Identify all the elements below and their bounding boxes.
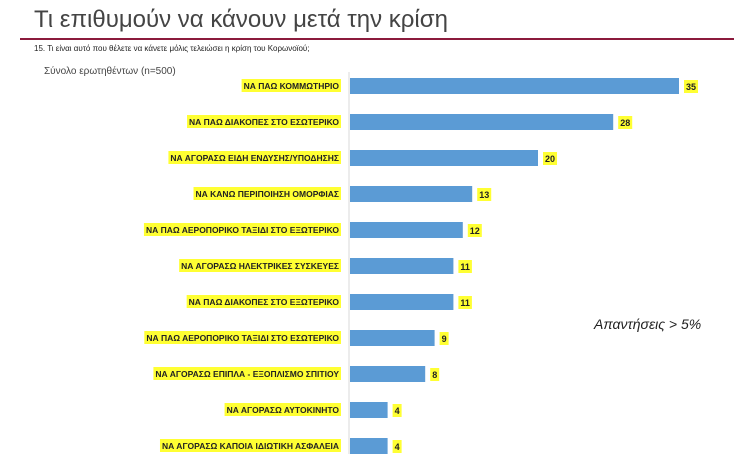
category-highlight (179, 259, 341, 272)
bar (350, 366, 426, 382)
value-label: 28 (620, 118, 630, 128)
value-highlight (458, 296, 472, 309)
value-highlight (618, 116, 633, 129)
category-label: ΝΑ ΑΓΟΡΑΣΩ ΚΑΠΟΙΑ ΙΔΙΩΤΙΚΗ ΑΣΦΑΛΕΙΑ (162, 441, 339, 451)
category-highlight (159, 439, 341, 452)
value-label: 4 (395, 406, 400, 416)
bar (350, 330, 435, 346)
bar (350, 258, 454, 274)
bar (350, 186, 473, 202)
category-label: ΝΑ ΑΓΟΡΑΣΩ ΑΥΤΟΚΙΝΗΤΟ (227, 405, 340, 415)
value-highlight (392, 440, 402, 453)
category-highlight (241, 79, 341, 92)
value-label: 8 (432, 370, 437, 380)
category-label: ΝΑ ΑΓΟΡΑΣΩ ΕΠΙΠΛΑ - ΕΞΟΠΛΙΣΜΟ ΣΠΙΤΙΟΥ (155, 369, 339, 379)
bar (350, 78, 679, 94)
slide-title: Τι επιθυμούν να κάνουν μετά την κρίση (34, 6, 448, 33)
value-highlight (392, 404, 402, 417)
value-highlight (543, 152, 558, 165)
value-label: 11 (460, 262, 470, 272)
category-label: ΝΑ ΑΓΟΡΑΣΩ ΗΛΕΚΤΡΙΚΕΣ ΣΥΣΚΕΥΕΣ (181, 261, 339, 271)
category-label: ΝΑ ΠΑΩ ΑΕΡΟΠΟΡΙΚΟ ΤΑΞΙΔΙ ΣΤΟ ΕΞΩΤΕΡΙΚΟ (146, 225, 339, 235)
value-highlight (477, 188, 492, 201)
category-label: ΝΑ ΠΑΩ ΚΟΜΜΩΤΗΡΙΟ (244, 81, 340, 91)
value-label: 9 (442, 334, 447, 344)
category-label: ΝΑ ΠΑΩ ΔΙΑΚΟΠΕΣ ΣΤΟ ΕΞΩΤΕΡΙΚΟ (189, 297, 340, 307)
category-highlight (143, 223, 341, 236)
value-label: 4 (395, 442, 400, 452)
category-highlight (144, 331, 341, 344)
value-highlight (467, 224, 482, 237)
value-label: 12 (470, 226, 480, 236)
bar (350, 294, 454, 310)
category-label: ΝΑ ΑΓΟΡΑΣΩ ΕΙΔΗ ΕΝΔΥΣΗΣ/ΥΠΟΔΗΣΗΣ (170, 153, 339, 163)
bar (350, 402, 388, 418)
category-label: ΝΑ ΚΑΝΩ ΠΕΡΙΠΟΙΗΣΗ ΟΜΟΡΦΙΑΣ (196, 189, 339, 199)
category-highlight (186, 295, 341, 308)
value-label: 35 (686, 82, 696, 92)
value-label: 20 (545, 154, 555, 164)
category-highlight (153, 367, 341, 380)
answers-note: Απαντήσεις > 5% (594, 316, 702, 332)
bar (350, 150, 538, 166)
category-highlight (193, 187, 341, 200)
title-divider (20, 38, 734, 40)
value-highlight (439, 332, 449, 345)
category-highlight (168, 151, 341, 164)
bar (350, 114, 614, 130)
value-highlight (458, 260, 472, 273)
value-label: 11 (460, 298, 470, 308)
category-label: ΝΑ ΠΑΩ ΑΕΡΟΠΟΡΙΚΟ ΤΑΞΙΔΙ ΣΤΟ ΕΣΩΤΕΡΙΚΟ (146, 333, 339, 343)
bar (350, 222, 463, 238)
sample-size: Σύνολο ερωτηθέντων (n=500) (44, 66, 176, 77)
category-highlight (187, 115, 341, 128)
bar (350, 438, 388, 454)
value-highlight (430, 368, 440, 381)
value-highlight (684, 80, 699, 93)
value-label: 13 (479, 190, 489, 200)
question-text: 15. Τι είναι αυτό που θέλετε να κάνετε μ… (34, 44, 310, 53)
category-highlight (224, 403, 341, 416)
category-label: ΝΑ ΠΑΩ ΔΙΑΚΟΠΕΣ ΣΤΟ ΕΣΩΤΕΡΙΚΟ (189, 117, 339, 127)
